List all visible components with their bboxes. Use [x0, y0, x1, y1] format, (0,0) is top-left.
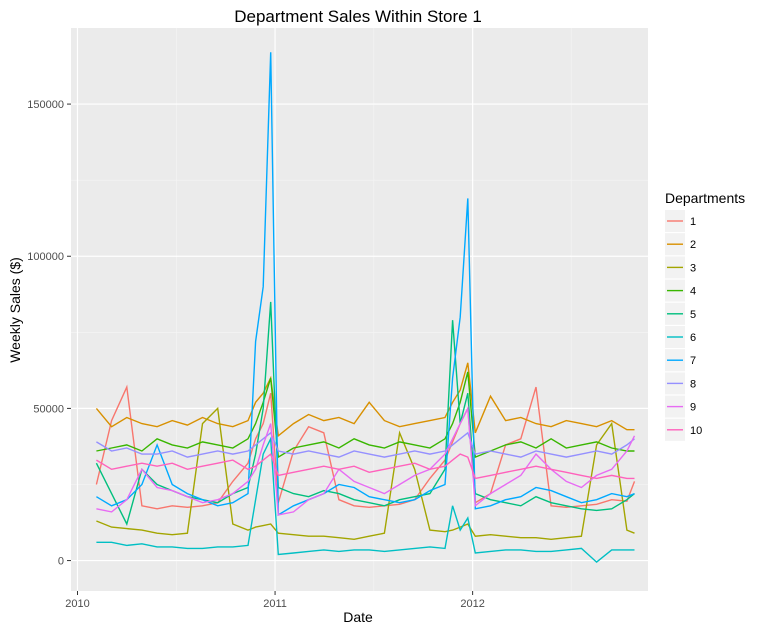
y-tick-label: 100000	[27, 251, 64, 263]
legend-label: 8	[690, 378, 696, 390]
series-lines	[95, 52, 636, 564]
plot-panel	[71, 28, 648, 591]
series-line-dept-6	[96, 436, 635, 564]
series-line-dept-4	[96, 371, 635, 459]
y-tick-label: 50000	[33, 403, 64, 415]
gridlines	[71, 28, 648, 591]
series-line-dept-1	[95, 384, 636, 510]
legend-label: 5	[690, 309, 696, 321]
chart-title: Department Sales Within Store 1	[234, 7, 482, 26]
series-line-dept-2	[95, 362, 635, 438]
x-tick-label: 2011	[263, 598, 287, 610]
x-tick-label: 2010	[65, 598, 89, 610]
x-axis-label: Date	[343, 609, 373, 625]
y-tick-label: 150000	[27, 99, 64, 111]
legend-label: 9	[690, 402, 696, 414]
series-line-dept-8	[96, 431, 635, 458]
series-line-dept-10	[96, 452, 635, 480]
legend-label: 2	[690, 239, 696, 251]
legend-label: 3	[690, 262, 696, 274]
axes: 0 50000 100000 150000 2010 2011 2012	[27, 99, 485, 610]
legend-title: Departments	[665, 190, 745, 206]
legend-label: 1	[690, 216, 696, 228]
series-line-dept-9	[96, 405, 636, 516]
y-tick-label: 0	[58, 556, 64, 568]
legend-label: 4	[690, 286, 696, 298]
series-line-dept-3	[96, 406, 635, 541]
x-tick-label: 2012	[460, 598, 484, 610]
series-line-dept-5	[95, 301, 635, 526]
y-axis-label: Weekly Sales ($)	[7, 257, 23, 363]
legend-label: 6	[690, 332, 696, 344]
legend-label: 7	[690, 355, 696, 367]
legend: Departments 1 2 3 4 5 6 7 8 9 10	[665, 190, 745, 441]
series-line-dept-7	[96, 52, 635, 517]
legend-label: 10	[690, 425, 702, 437]
